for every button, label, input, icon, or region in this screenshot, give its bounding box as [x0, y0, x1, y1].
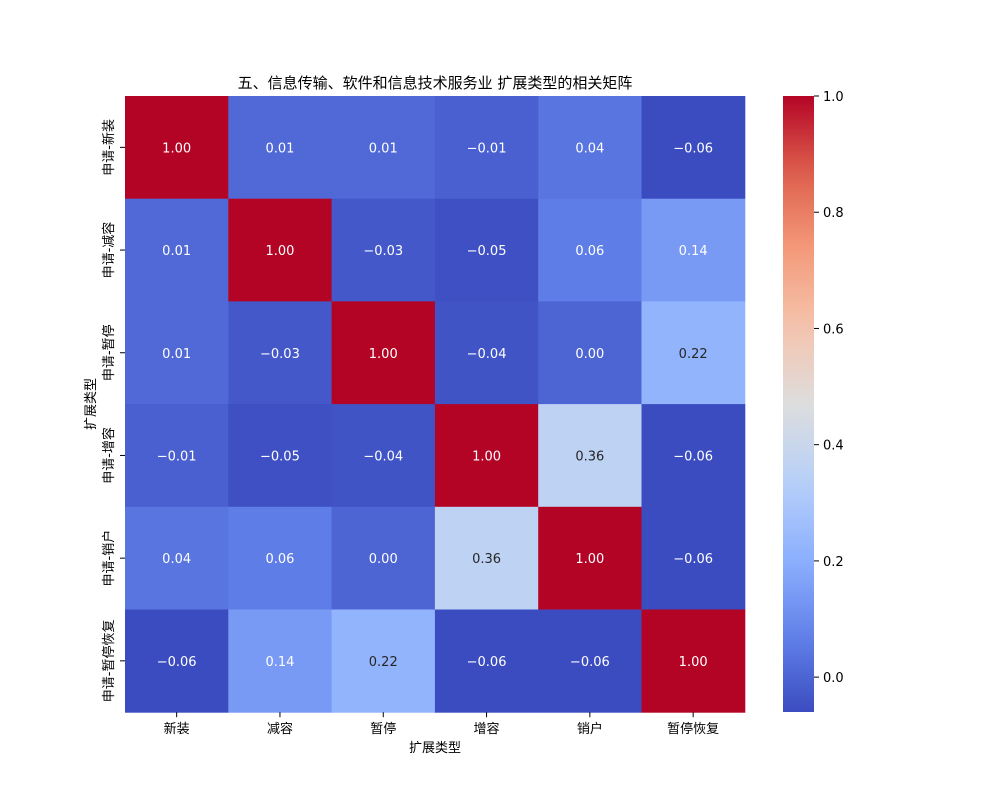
heatmap-cell: [434, 609, 539, 713]
heatmap-cell: [228, 96, 333, 200]
cell-value-label: 0.01: [369, 141, 398, 156]
colorbar-tick-label: 0.0: [823, 671, 844, 686]
heatmap-cell: [331, 96, 436, 200]
heatmap-cells: 1.00 0.01 0.01 −0.01 0.04 −0.06 0.01 1.00 −0.03 −…: [125, 96, 746, 713]
heatmap-cell: [228, 609, 333, 713]
y-tick-label: 申请-暂停恢复: [101, 619, 117, 702]
x-axis-label: 扩展类型: [409, 741, 461, 756]
heatmap-cell: [125, 609, 229, 713]
colorbar-tick-label: 0.4: [823, 439, 844, 454]
heatmap-cell: [538, 404, 642, 508]
heatmap-cell: [434, 404, 539, 508]
heatmap-cell: [538, 96, 642, 200]
colorbar-tick-label: 0.6: [823, 322, 844, 337]
heatmap-cell: [434, 96, 539, 200]
cell-value-label: 1.00: [472, 449, 501, 464]
x-tick-label: 销户: [577, 721, 603, 737]
heatmap-cell: [641, 404, 746, 508]
cell-value-label: −0.04: [363, 449, 403, 464]
x-tick-label: 新装: [164, 721, 190, 737]
heatmap-cell: [331, 506, 436, 610]
heatmap-cell: [434, 198, 539, 302]
cell-value-label: 0.22: [369, 655, 398, 670]
cell-value-label: −0.06: [673, 552, 713, 567]
chart-title: 五、信息传输、软件和信息技术服务业 扩展类型的相关矩阵: [238, 74, 633, 92]
cell-value-label: 0.00: [369, 552, 398, 567]
cell-value-label: −0.01: [467, 141, 507, 156]
heatmap-cell: [125, 506, 229, 610]
heatmap-cell: [331, 198, 436, 302]
colorbar-tick-label: 1.0: [823, 90, 844, 105]
cell-value-label: −0.03: [260, 347, 300, 362]
cell-value-label: −0.06: [673, 449, 713, 464]
cell-value-label: −0.06: [467, 655, 507, 670]
heatmap-cell: [641, 609, 746, 713]
heatmap-cell: [641, 96, 746, 200]
cell-value-label: 0.14: [265, 655, 294, 670]
heatmap-cell: [538, 506, 642, 610]
heatmap-cell: [434, 506, 539, 610]
y-tick-label: 申请-增容: [101, 427, 117, 484]
colorbar: 0.0 0.2 0.4 0.6 0.8 1.0: [783, 90, 844, 712]
heatmap-cell: [228, 198, 333, 302]
heatmap-cell: [434, 301, 539, 405]
cell-value-label: 1.00: [162, 141, 191, 156]
heatmap-cell: [538, 301, 642, 405]
heatmap-cell: [331, 301, 436, 405]
colorbar-gradient: [783, 96, 814, 712]
cell-value-label: 0.01: [162, 347, 191, 362]
cell-value-label: 0.01: [265, 141, 294, 156]
heatmap-cell: [641, 506, 746, 610]
cell-value-label: 0.06: [265, 552, 294, 567]
y-tick-label: 申请-销户: [101, 530, 117, 587]
cell-value-label: −0.06: [157, 655, 197, 670]
heatmap-cell: [641, 198, 746, 302]
x-tick-label: 暂停恢复: [667, 721, 719, 737]
x-tick-label: 增容: [474, 721, 500, 737]
heatmap-cell: [125, 198, 229, 302]
y-tick-label: 申请-新装: [101, 119, 117, 176]
heatmap-cell: [538, 609, 642, 713]
heatmap-cell: [125, 404, 229, 508]
cell-value-label: 0.36: [575, 449, 604, 464]
cell-value-label: 0.04: [162, 552, 191, 567]
x-tick-label: 减容: [267, 721, 293, 737]
cell-value-label: 1.00: [679, 655, 708, 670]
heatmap-cell: [125, 301, 229, 405]
cell-value-label: 1.00: [369, 347, 398, 362]
cell-value-label: −0.05: [260, 449, 300, 464]
cell-value-label: −0.01: [157, 449, 197, 464]
y-tick-label: 申请-暂停: [101, 324, 117, 381]
cell-value-label: 0.00: [575, 347, 604, 362]
y-axis-label: 扩展类型: [84, 378, 99, 430]
cell-value-label: 0.04: [575, 141, 604, 156]
cell-value-label: 0.06: [575, 244, 604, 259]
cell-value-label: 0.14: [679, 244, 708, 259]
heatmap-cell: [641, 301, 746, 405]
x-tick-label: 暂停: [370, 721, 396, 737]
heatmap-cell: [331, 404, 436, 508]
heatmap-cell: [228, 404, 333, 508]
x-axis: 新装 减容 暂停 增容 销户 暂停恢复: [164, 712, 719, 737]
cell-value-label: −0.04: [467, 347, 507, 362]
heatmap-cell: [331, 609, 436, 713]
heatmap-cell: [228, 301, 333, 405]
cell-value-label: −0.03: [363, 244, 403, 259]
heatmap-cell: [538, 198, 642, 302]
cell-value-label: 1.00: [575, 552, 604, 567]
cell-value-label: −0.06: [673, 141, 713, 156]
cell-value-label: 1.00: [265, 244, 294, 259]
cell-value-label: −0.06: [570, 655, 610, 670]
y-tick-label: 申请-减容: [101, 222, 117, 279]
cell-value-label: 0.36: [472, 552, 501, 567]
cell-value-label: 0.22: [679, 347, 708, 362]
cell-value-label: 0.01: [162, 244, 191, 259]
heatmap-cell: [228, 506, 333, 610]
colorbar-tick-label: 0.8: [823, 206, 844, 221]
cell-value-label: −0.05: [467, 244, 507, 259]
colorbar-tick-label: 0.2: [823, 555, 844, 570]
heatmap-cell: [125, 96, 229, 200]
